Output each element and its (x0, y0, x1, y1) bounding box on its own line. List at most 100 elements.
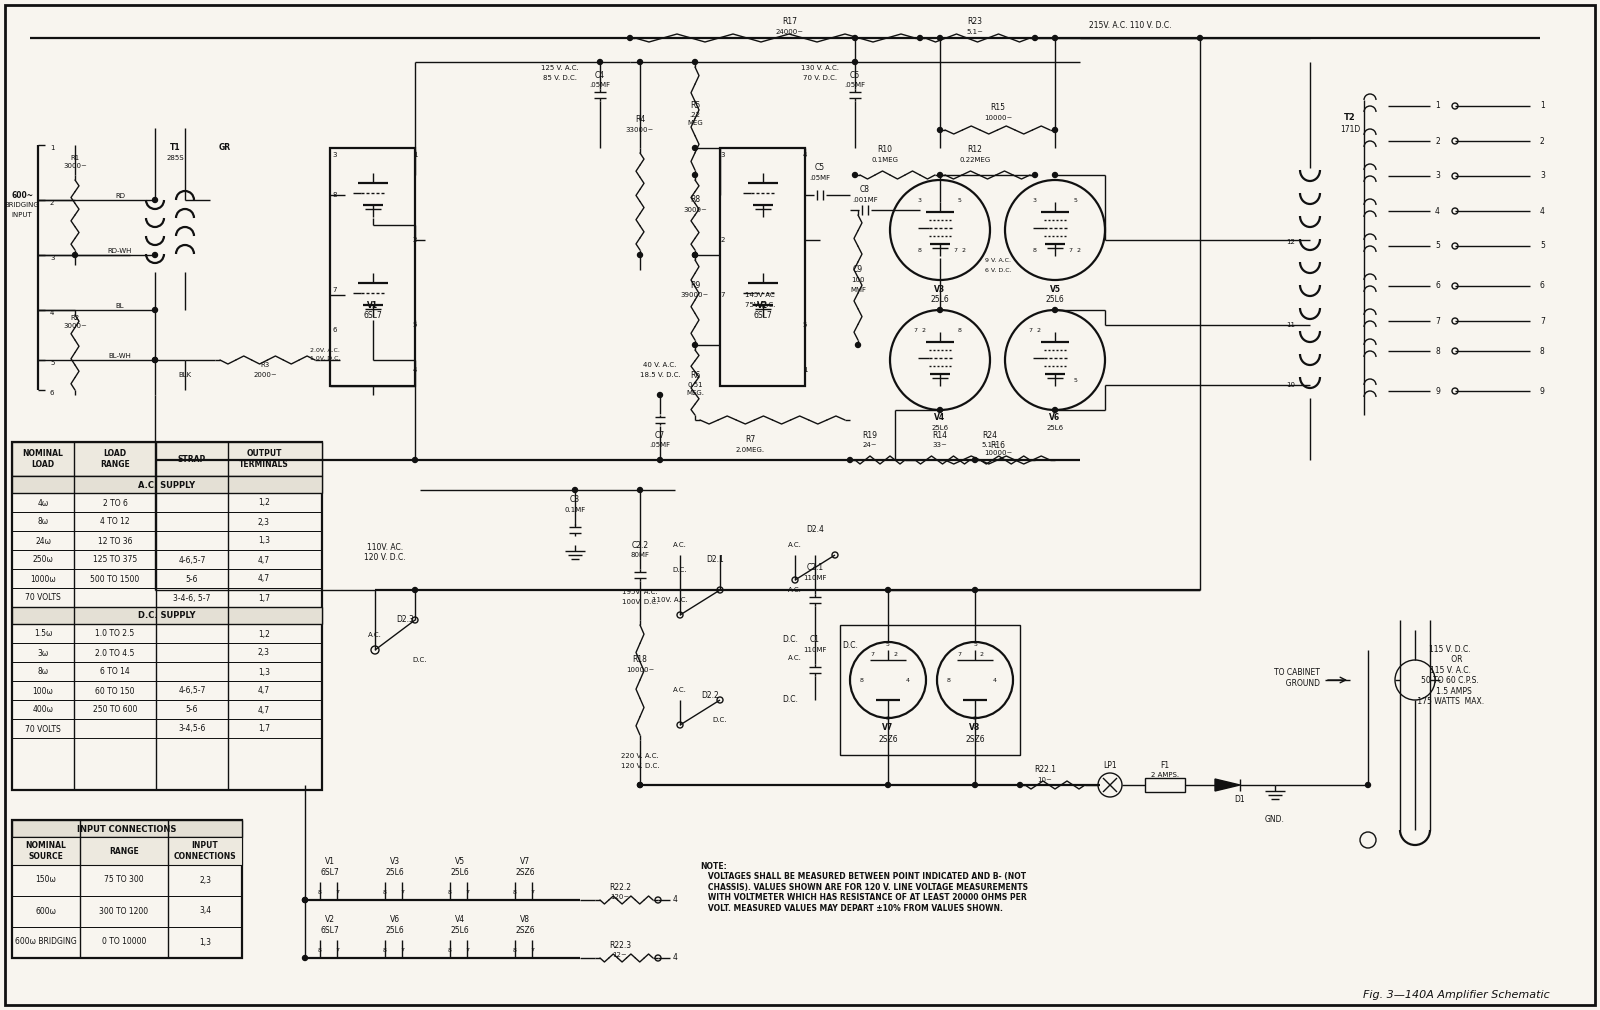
Text: 500 TO 1500: 500 TO 1500 (90, 575, 139, 584)
Bar (13, 512, 322, 531)
Circle shape (938, 35, 942, 40)
Bar (13, 820, 242, 958)
Text: 7: 7 (1539, 316, 1546, 325)
Text: V6: V6 (1050, 413, 1061, 422)
Bar (13, 700, 322, 719)
Text: 8: 8 (1539, 346, 1544, 356)
Text: 250 TO 600: 250 TO 600 (93, 706, 138, 714)
Text: 24000~: 24000~ (776, 29, 805, 35)
Text: C7: C7 (654, 430, 666, 439)
Text: 75 TO 300: 75 TO 300 (104, 876, 144, 885)
Circle shape (152, 307, 157, 312)
Text: R1: R1 (70, 155, 80, 161)
Circle shape (152, 198, 157, 202)
Text: 600~: 600~ (11, 191, 34, 200)
Text: R18: R18 (632, 655, 648, 665)
Text: R7: R7 (746, 435, 755, 444)
Text: BRIDGING: BRIDGING (5, 202, 40, 208)
Text: 9 V. A.C.: 9 V. A.C. (986, 258, 1011, 263)
Text: 1,3: 1,3 (198, 937, 211, 946)
Text: 8: 8 (1034, 247, 1037, 252)
Text: 5.1~: 5.1~ (981, 442, 998, 448)
Bar (13, 837, 242, 865)
Text: .001MF: .001MF (853, 197, 878, 203)
Circle shape (853, 60, 858, 65)
Text: 7  2: 7 2 (1069, 247, 1082, 252)
Text: 2: 2 (722, 237, 725, 243)
Bar (13, 531, 322, 550)
Text: INPUT CONNECTIONS: INPUT CONNECTIONS (77, 824, 176, 833)
Circle shape (693, 252, 698, 258)
Bar (13, 624, 322, 643)
Text: 120~: 120~ (610, 894, 630, 900)
Text: 2: 2 (1435, 136, 1440, 145)
Circle shape (302, 898, 307, 903)
Text: 600ω BRIDGING: 600ω BRIDGING (14, 937, 77, 946)
Text: 8: 8 (318, 890, 322, 895)
Text: 1.5ω: 1.5ω (34, 629, 53, 638)
Bar (720, 148, 805, 386)
Text: 2000~: 2000~ (253, 372, 277, 378)
Text: 4-6,5-7: 4-6,5-7 (178, 687, 206, 696)
Text: 2.0MEG.: 2.0MEG. (736, 447, 765, 453)
Text: 1: 1 (1539, 101, 1544, 110)
Circle shape (693, 145, 698, 150)
Circle shape (1053, 407, 1058, 412)
Text: .05MF: .05MF (810, 175, 830, 181)
Circle shape (938, 173, 942, 178)
Text: D1: D1 (1235, 796, 1245, 805)
Text: 2,3: 2,3 (258, 517, 270, 526)
Text: C1: C1 (810, 635, 819, 644)
Text: 600ω: 600ω (35, 907, 56, 915)
Text: V3
25L6: V3 25L6 (386, 857, 405, 877)
Text: 40 V. A.C.: 40 V. A.C. (643, 362, 677, 368)
Circle shape (693, 60, 698, 65)
Text: 2,3: 2,3 (198, 876, 211, 885)
Circle shape (637, 252, 643, 258)
Text: 215V. A.C. 110 V. D.C.: 215V. A.C. 110 V. D.C. (1088, 20, 1171, 29)
Text: 1,2: 1,2 (258, 499, 270, 507)
Circle shape (637, 783, 643, 788)
Text: 1,3: 1,3 (258, 536, 270, 545)
Text: 3: 3 (1034, 198, 1037, 202)
Circle shape (1453, 173, 1458, 179)
Text: 220 V. A.C.: 220 V. A.C. (621, 753, 659, 759)
Text: V8: V8 (970, 723, 981, 732)
Text: R5: R5 (690, 101, 701, 109)
Text: 100V. D.C.: 100V. D.C. (622, 599, 658, 605)
Text: 80MF: 80MF (630, 552, 650, 558)
Text: 33000~: 33000~ (626, 127, 654, 133)
Text: 8: 8 (947, 678, 950, 683)
Text: 2: 2 (893, 652, 898, 658)
Text: 33~: 33~ (933, 442, 947, 448)
Text: 6SL7: 6SL7 (754, 310, 773, 319)
Text: 100ω: 100ω (32, 687, 53, 696)
Text: A.C.: A.C. (789, 655, 802, 661)
Text: 7: 7 (957, 652, 962, 658)
Text: D2.3: D2.3 (397, 615, 414, 624)
Text: 285S: 285S (166, 155, 184, 161)
Text: BL: BL (115, 303, 125, 309)
Text: 5: 5 (886, 642, 890, 647)
Text: 2: 2 (413, 237, 418, 243)
Text: 60 TO 150: 60 TO 150 (96, 687, 134, 696)
Text: 8: 8 (514, 947, 517, 952)
Text: 12 TO 36: 12 TO 36 (98, 536, 133, 545)
Text: D.C.: D.C. (842, 640, 858, 649)
Text: 70 VOLTS: 70 VOLTS (26, 594, 61, 603)
Text: 4: 4 (1539, 206, 1546, 215)
Bar (13, 927, 242, 958)
Text: R14: R14 (933, 430, 947, 439)
Text: INPUT: INPUT (11, 212, 32, 218)
Text: R15: R15 (990, 103, 1005, 112)
Circle shape (597, 60, 603, 65)
Bar (13, 865, 242, 896)
Text: 5: 5 (1539, 241, 1546, 250)
Text: R19: R19 (862, 430, 877, 439)
Text: 115 V. D.C.
      OR
115 V. A.C.
50 TO 60 C.P.S.
   1.5 AMPS
 175 WATTS  MAX.: 115 V. D.C. OR 115 V. A.C. 50 TO 60 C.P.… (1416, 645, 1485, 706)
Text: TO CABINET
  GROUND: TO CABINET GROUND (1274, 669, 1320, 688)
Text: R16: R16 (990, 440, 1005, 449)
Circle shape (658, 393, 662, 398)
Text: 5: 5 (803, 322, 806, 328)
Text: R12: R12 (968, 145, 982, 155)
